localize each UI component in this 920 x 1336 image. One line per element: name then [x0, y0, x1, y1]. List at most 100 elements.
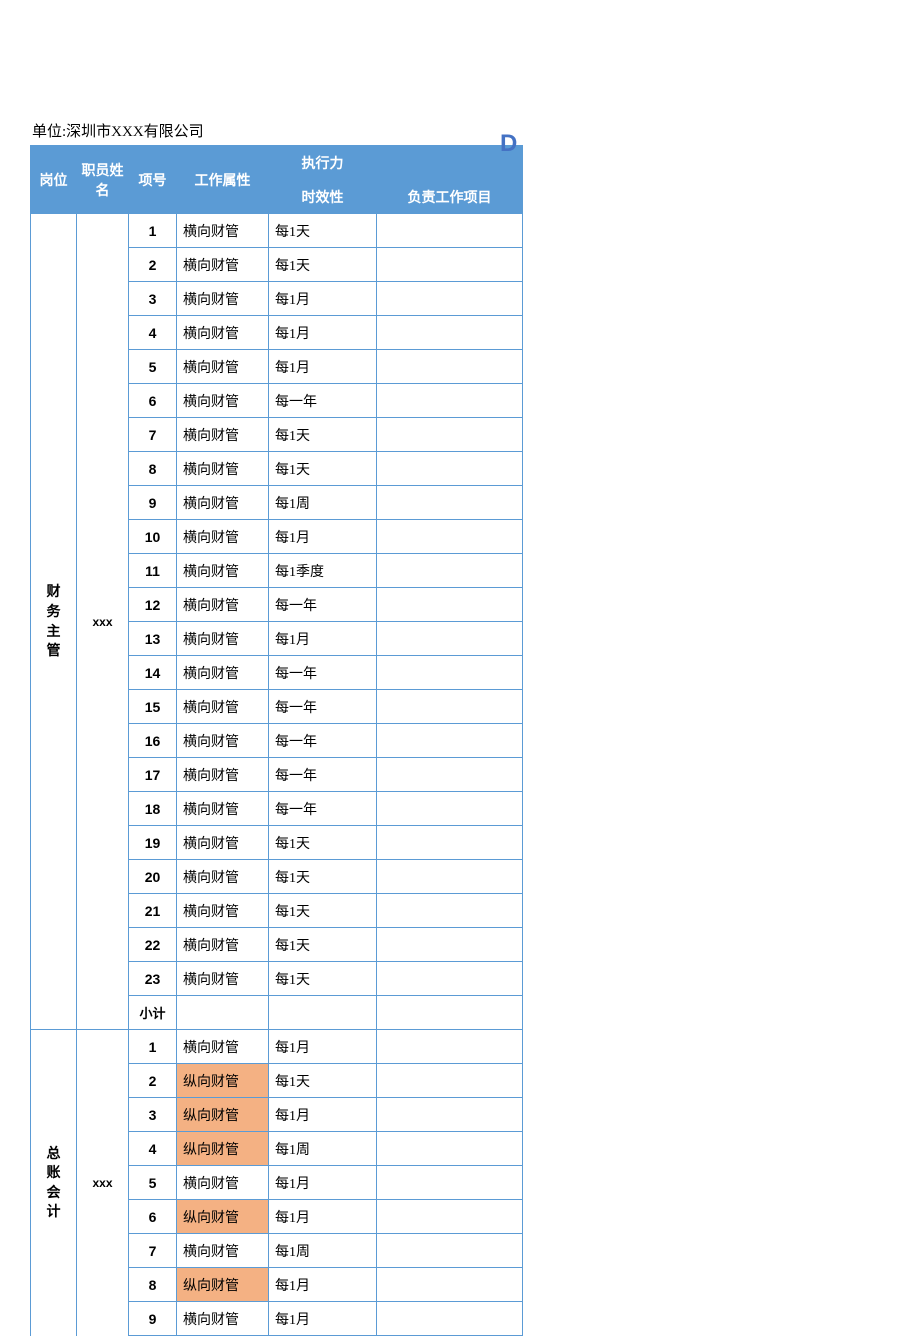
responsibility-cell [377, 486, 523, 520]
frequency-cell: 每一年 [269, 656, 377, 690]
work-attr-cell: 横向财管 [177, 622, 269, 656]
responsibility-cell [377, 724, 523, 758]
work-attr-cell: 横向财管 [177, 690, 269, 724]
responsibility-cell [377, 452, 523, 486]
frequency-cell: 每1月 [269, 1302, 377, 1336]
responsibility-cell [377, 1200, 523, 1234]
item-no-cell: 17 [129, 758, 177, 792]
responsibility-cell [377, 248, 523, 282]
frequency-cell: 每1月 [269, 1268, 377, 1302]
work-attr-cell: 横向财管 [177, 520, 269, 554]
frequency-cell: 每1天 [269, 826, 377, 860]
work-attr-cell: 横向财管 [177, 418, 269, 452]
responsibility-cell [377, 826, 523, 860]
header-frequency: 时效性 [269, 180, 377, 214]
frequency-cell: 每1月 [269, 1098, 377, 1132]
item-no-cell: 2 [129, 1064, 177, 1098]
frequency-cell: 每一年 [269, 690, 377, 724]
work-attr-cell: 横向财管 [177, 486, 269, 520]
item-no-cell: 7 [129, 1234, 177, 1268]
work-attr-cell: 纵向财管 [177, 1098, 269, 1132]
work-attr-cell: 横向财管 [177, 826, 269, 860]
responsibility-cell [377, 1302, 523, 1336]
responsibility-cell [377, 1098, 523, 1132]
item-no-cell: 1 [129, 1030, 177, 1064]
header-work-attr: 工作属性 [177, 146, 269, 214]
responsibility-cell [377, 316, 523, 350]
work-attr-cell: 纵向财管 [177, 1132, 269, 1166]
responsibility-cell [377, 384, 523, 418]
frequency-cell: 每1季度 [269, 554, 377, 588]
work-attr-cell: 横向财管 [177, 350, 269, 384]
frequency-cell: 每一年 [269, 384, 377, 418]
work-attr-cell: 横向财管 [177, 724, 269, 758]
frequency-cell: 每1天 [269, 214, 377, 248]
work-attr-cell: 横向财管 [177, 248, 269, 282]
responsibility-cell [377, 520, 523, 554]
responsibility-cell [377, 928, 523, 962]
item-no-cell: 8 [129, 1268, 177, 1302]
work-attr-cell: 横向财管 [177, 962, 269, 996]
work-attr-cell: 横向财管 [177, 282, 269, 316]
frequency-cell: 每1月 [269, 622, 377, 656]
work-attr-cell: 横向财管 [177, 894, 269, 928]
responsibility-cell [377, 1064, 523, 1098]
unit-label: 单位:深圳市XXX有限公司 [30, 120, 920, 141]
work-attr-cell: 横向财管 [177, 452, 269, 486]
frequency-cell: 每1天 [269, 894, 377, 928]
frequency-cell: 每一年 [269, 724, 377, 758]
item-no-cell: 22 [129, 928, 177, 962]
frequency-cell: 每1天 [269, 418, 377, 452]
responsibility-cell [377, 894, 523, 928]
responsibility-cell [377, 962, 523, 996]
frequency-cell: 每1周 [269, 1234, 377, 1268]
frequency-cell: 每一年 [269, 588, 377, 622]
frequency-cell: 每1天 [269, 452, 377, 486]
item-no-cell: 20 [129, 860, 177, 894]
work-attr-cell: 横向财管 [177, 1030, 269, 1064]
responsibility-cell [377, 1132, 523, 1166]
frequency-cell: 每一年 [269, 792, 377, 826]
work-attr-cell: 横向财管 [177, 1234, 269, 1268]
work-attr-cell: 横向财管 [177, 792, 269, 826]
responsibility-cell [377, 860, 523, 894]
frequency-cell: 每1天 [269, 928, 377, 962]
item-no-cell: 13 [129, 622, 177, 656]
item-no-cell: 4 [129, 316, 177, 350]
responsibility-cell [377, 758, 523, 792]
work-attr-cell: 纵向财管 [177, 1064, 269, 1098]
header-responsibility: 负责工作项目 [377, 180, 523, 214]
item-no-cell: 15 [129, 690, 177, 724]
header-employee: 职员姓名 [77, 146, 129, 214]
frequency-cell: 每1月 [269, 316, 377, 350]
item-no-cell: 6 [129, 384, 177, 418]
work-table: 岗位 职员姓名 项号 工作属性 执行力 时效性 负责工作项目 财务主管xxx1横… [30, 145, 523, 1336]
responsibility-cell [377, 690, 523, 724]
responsibility-cell [377, 350, 523, 384]
responsibility-cell [377, 214, 523, 248]
work-attr-cell: 横向财管 [177, 860, 269, 894]
responsibility-cell [377, 1268, 523, 1302]
top-letter: D [500, 130, 517, 158]
work-attr-cell: 横向财管 [177, 928, 269, 962]
item-no-cell: 6 [129, 1200, 177, 1234]
work-attr-cell: 横向财管 [177, 316, 269, 350]
frequency-cell: 每1天 [269, 248, 377, 282]
responsibility-cell [377, 1234, 523, 1268]
item-no-cell: 12 [129, 588, 177, 622]
item-no-cell: 21 [129, 894, 177, 928]
work-attr-cell: 横向财管 [177, 214, 269, 248]
responsibility-cell [377, 1166, 523, 1200]
responsibility-cell [377, 1030, 523, 1064]
work-attr-cell: 横向财管 [177, 384, 269, 418]
work-attr-cell: 横向财管 [177, 554, 269, 588]
item-no-cell: 16 [129, 724, 177, 758]
employee-cell: xxx [77, 1030, 129, 1336]
item-no-cell: 7 [129, 418, 177, 452]
responsibility-cell [377, 554, 523, 588]
work-attr-cell: 横向财管 [177, 1302, 269, 1336]
item-no-cell: 10 [129, 520, 177, 554]
responsibility-cell [377, 418, 523, 452]
item-no-cell: 9 [129, 486, 177, 520]
header-exec-group: 执行力 [269, 146, 377, 180]
